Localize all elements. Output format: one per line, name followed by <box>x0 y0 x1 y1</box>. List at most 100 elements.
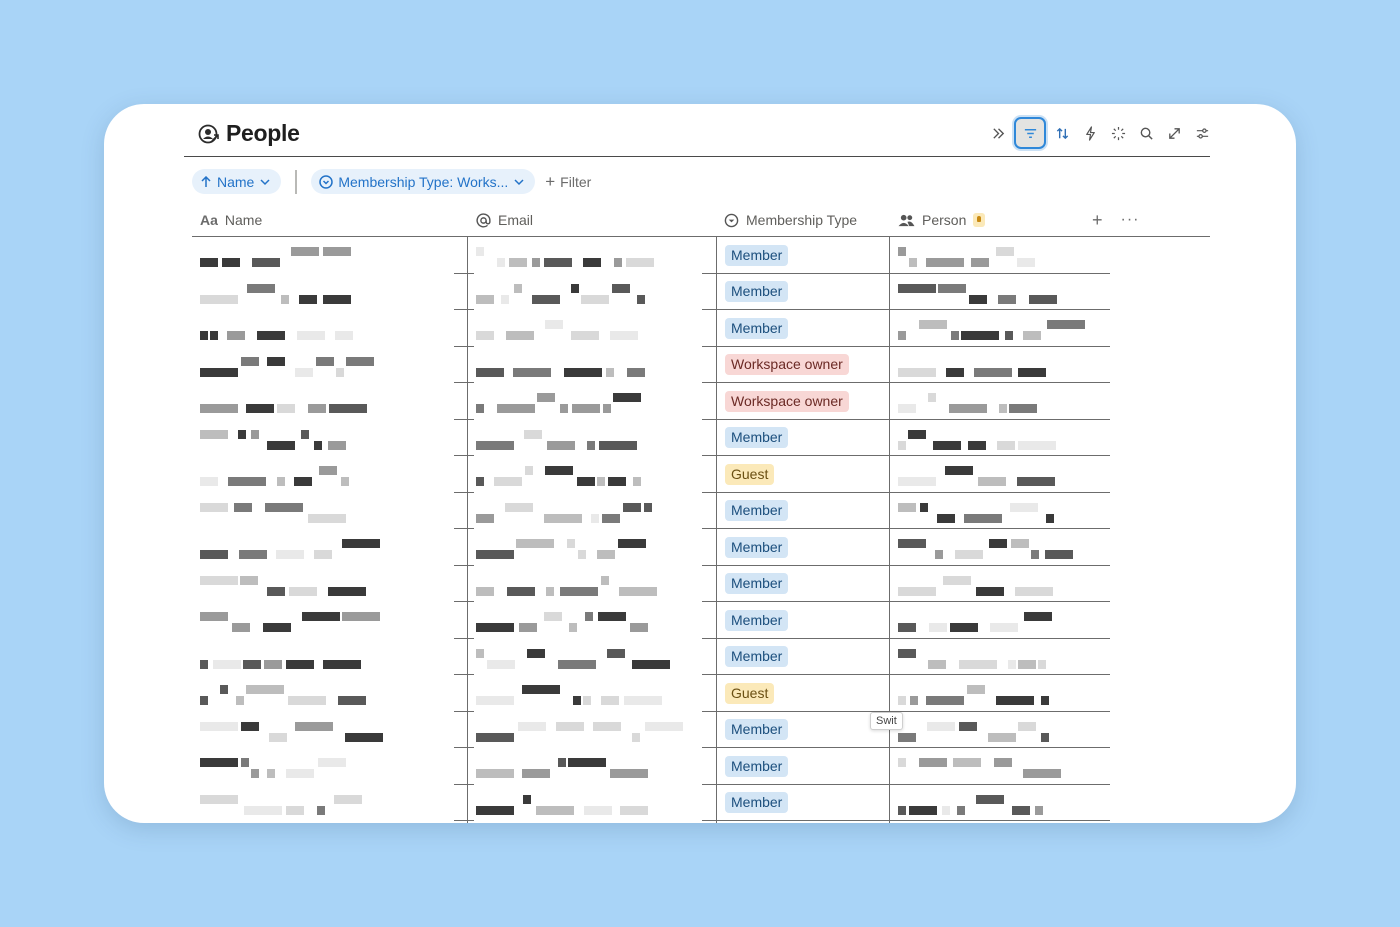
add-filter-button[interactable]: + Filter <box>545 173 591 190</box>
membership-cell[interactable]: Member <box>717 493 889 530</box>
search-icon[interactable] <box>1132 119 1160 147</box>
person-cell[interactable] <box>890 347 1095 384</box>
person-cell[interactable] <box>890 712 1095 749</box>
table-row[interactable]: Member <box>192 566 1210 603</box>
name-cell[interactable] <box>192 748 467 785</box>
column-header-person[interactable]: Person <box>898 204 986 236</box>
person-cell[interactable] <box>890 785 1095 822</box>
name-cell[interactable] <box>192 347 467 384</box>
person-cell[interactable] <box>890 639 1095 676</box>
column-header-email[interactable]: Email <box>476 204 533 236</box>
person-cell[interactable] <box>890 675 1095 712</box>
email-cell[interactable] <box>468 237 716 274</box>
email-cell[interactable] <box>468 712 716 749</box>
membership-cell[interactable]: Member <box>717 639 889 676</box>
email-cell[interactable] <box>468 420 716 457</box>
person-cell[interactable] <box>890 456 1095 493</box>
name-cell[interactable] <box>192 712 467 749</box>
table-row[interactable]: Guest <box>192 675 1210 712</box>
membership-cell[interactable]: Member <box>717 785 889 822</box>
table-row[interactable]: Workspace owner <box>192 383 1210 420</box>
settings-sliders-icon[interactable] <box>1188 119 1216 147</box>
membership-cell[interactable]: Workspace owner <box>717 383 889 420</box>
membership-cell[interactable]: Member <box>717 712 889 749</box>
name-cell[interactable] <box>192 237 467 274</box>
row-divider <box>702 345 1110 347</box>
ai-sparkle-icon[interactable] <box>1104 119 1132 147</box>
email-cell[interactable] <box>468 493 716 530</box>
person-cell[interactable] <box>890 566 1095 603</box>
name-cell[interactable] <box>192 493 467 530</box>
email-cell[interactable] <box>468 310 716 347</box>
membership-cell[interactable]: Member <box>717 529 889 566</box>
more-options-icon[interactable]: ··· <box>1120 211 1140 228</box>
column-header-membership[interactable]: Membership Type <box>724 204 857 236</box>
person-cell[interactable] <box>890 529 1095 566</box>
membership-cell[interactable]: Guest <box>717 675 889 712</box>
filter-chip[interactable]: Membership Type: Works... <box>311 169 536 194</box>
person-cell[interactable] <box>890 748 1095 785</box>
redacted-content <box>898 426 1085 451</box>
name-cell[interactable] <box>192 529 467 566</box>
name-cell[interactable] <box>192 675 467 712</box>
email-cell[interactable] <box>468 274 716 311</box>
email-cell[interactable] <box>468 602 716 639</box>
email-cell[interactable] <box>468 456 716 493</box>
person-cell[interactable] <box>890 493 1095 530</box>
add-column-icon[interactable]: + <box>1092 209 1103 230</box>
membership-cell[interactable]: Member <box>717 237 889 274</box>
table-row[interactable]: Member <box>192 493 1210 530</box>
email-cell[interactable] <box>468 748 716 785</box>
name-cell[interactable] <box>192 456 467 493</box>
name-cell[interactable] <box>192 383 467 420</box>
membership-cell[interactable]: Member <box>717 748 889 785</box>
table-row[interactable]: Member <box>192 602 1210 639</box>
expand-chevrons-icon[interactable] <box>984 119 1012 147</box>
email-cell[interactable] <box>468 347 716 384</box>
sort-icon[interactable] <box>1048 119 1076 147</box>
automation-lightning-icon[interactable] <box>1076 119 1104 147</box>
table-row[interactable]: Member <box>192 712 1210 749</box>
person-cell[interactable] <box>890 383 1095 420</box>
column-divider <box>716 237 717 823</box>
email-cell[interactable] <box>468 566 716 603</box>
membership-cell[interactable]: Guest <box>717 456 889 493</box>
table-row[interactable]: Workspace owner <box>192 347 1210 384</box>
table-row[interactable]: Member <box>192 748 1210 785</box>
membership-cell[interactable]: Member <box>717 566 889 603</box>
filter-icon[interactable] <box>1014 117 1046 149</box>
table-row[interactable]: Member <box>192 274 1210 311</box>
name-cell[interactable] <box>192 274 467 311</box>
email-cell[interactable] <box>468 529 716 566</box>
email-cell[interactable] <box>468 383 716 420</box>
name-cell[interactable] <box>192 639 467 676</box>
membership-cell[interactable]: Workspace owner <box>717 347 889 384</box>
person-cell[interactable] <box>890 237 1095 274</box>
person-cell[interactable] <box>890 420 1095 457</box>
person-cell[interactable] <box>890 602 1095 639</box>
name-cell[interactable] <box>192 566 467 603</box>
email-cell[interactable] <box>468 675 716 712</box>
name-cell[interactable] <box>192 785 467 822</box>
membership-cell[interactable]: Member <box>717 420 889 457</box>
column-header-name[interactable]: Aa Name <box>200 204 262 236</box>
table-row[interactable]: Member <box>192 310 1210 347</box>
name-cell[interactable] <box>192 310 467 347</box>
name-cell[interactable] <box>192 420 467 457</box>
table-row[interactable]: Guest <box>192 456 1210 493</box>
membership-cell[interactable]: Member <box>717 310 889 347</box>
email-cell[interactable] <box>468 639 716 676</box>
table-row[interactable]: Member <box>192 639 1210 676</box>
table-row[interactable]: Member <box>192 529 1210 566</box>
table-row[interactable]: Member <box>192 237 1210 274</box>
email-cell[interactable] <box>468 785 716 822</box>
membership-cell[interactable]: Member <box>717 274 889 311</box>
person-cell[interactable] <box>890 310 1095 347</box>
person-cell[interactable] <box>890 274 1095 311</box>
fullscreen-icon[interactable] <box>1160 119 1188 147</box>
sort-chip[interactable]: Name <box>192 169 282 194</box>
table-row[interactable]: Member <box>192 785 1210 822</box>
table-row[interactable]: Member <box>192 420 1210 457</box>
membership-cell[interactable]: Member <box>717 602 889 639</box>
name-cell[interactable] <box>192 602 467 639</box>
